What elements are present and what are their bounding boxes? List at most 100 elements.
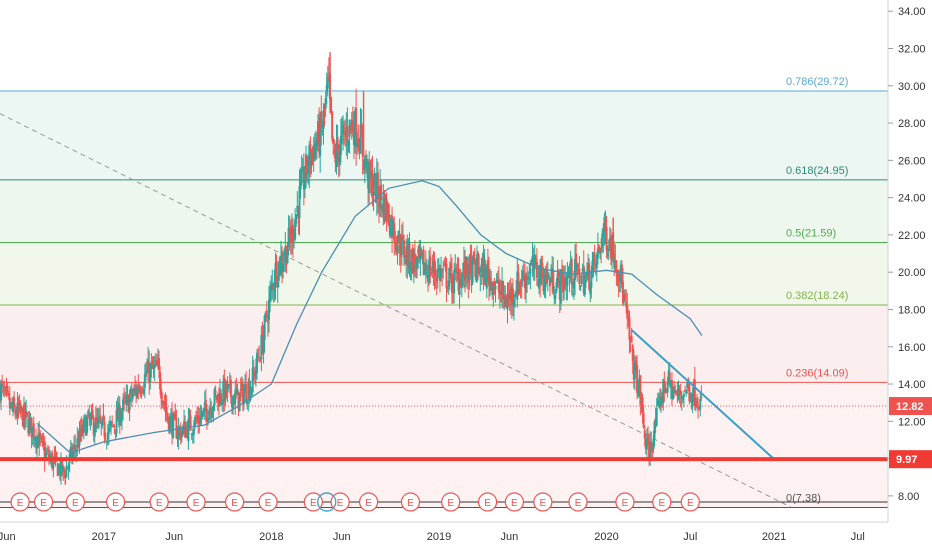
candle-body <box>675 390 678 395</box>
candle-body <box>366 160 369 171</box>
candle-body <box>171 413 174 436</box>
candle-body <box>193 417 196 427</box>
candle-body <box>503 296 506 298</box>
candle-body <box>118 405 121 425</box>
fib-level-label: 0.618(24.95) <box>786 165 848 177</box>
candle-body <box>625 302 628 307</box>
candle-body <box>433 263 436 275</box>
candle-body <box>253 371 256 378</box>
price-axis[interactable]: 8.0010.0012.0014.0016.0018.0020.0022.002… <box>888 6 926 503</box>
candle-body <box>467 275 470 283</box>
candle-body <box>630 336 633 342</box>
candle-body <box>483 262 486 284</box>
candle-body <box>587 265 590 275</box>
candle-body <box>698 408 701 410</box>
earnings-marker-label: E <box>540 498 547 509</box>
candle-body <box>337 145 340 163</box>
candle-body <box>695 400 698 406</box>
candle-body <box>192 428 195 435</box>
candle-body <box>156 361 159 365</box>
candle-body <box>42 441 45 446</box>
candle-body <box>368 162 371 193</box>
candle-body <box>340 130 343 133</box>
candle-body <box>124 400 127 402</box>
candle-body <box>284 246 287 261</box>
candle-body <box>461 273 464 277</box>
candle-body <box>449 263 452 270</box>
candle-body <box>349 124 352 126</box>
candle-body <box>95 417 98 421</box>
candle-body <box>168 416 171 433</box>
earnings-marker <box>680 492 700 512</box>
candle-body <box>132 388 135 393</box>
candle-body <box>594 262 597 267</box>
candle-body <box>688 385 691 402</box>
candle-body <box>457 272 460 291</box>
candle-body <box>649 441 652 458</box>
candle-body <box>464 262 467 281</box>
candle-body <box>291 224 294 242</box>
candle-body <box>327 75 330 77</box>
candle-body <box>306 156 309 174</box>
earnings-marker-label: E <box>72 498 79 509</box>
candle-body <box>539 268 542 285</box>
candle-body <box>160 389 163 399</box>
candle-body <box>116 407 119 420</box>
fib-zone <box>0 179 888 243</box>
candle-body <box>251 367 254 393</box>
earnings-marker <box>359 492 379 512</box>
candle-body <box>343 127 346 130</box>
candle-body <box>71 451 74 458</box>
candle-body <box>140 391 143 393</box>
candle-body <box>484 264 487 287</box>
candle-body <box>589 286 592 295</box>
candle-body <box>434 275 437 277</box>
candle-body <box>354 110 357 147</box>
candle-body <box>654 418 657 427</box>
candle-body <box>15 413 18 417</box>
candle-body <box>456 271 459 273</box>
candle-body <box>310 151 313 167</box>
fib-level-label: 0.5(21.59) <box>786 228 836 240</box>
candle-body <box>149 365 152 383</box>
price-tick-label: 28.00 <box>898 118 926 130</box>
candle-body <box>399 249 402 257</box>
candle-body <box>577 264 580 266</box>
candle-body <box>218 390 221 407</box>
candle-body <box>693 379 696 407</box>
candle-body <box>275 260 278 285</box>
price-tick-label: 32.00 <box>898 43 926 55</box>
candle-body <box>667 370 670 383</box>
support-badge-label: 9.97 <box>896 454 917 466</box>
candle-body <box>473 258 476 265</box>
candle-body <box>450 273 453 293</box>
candle-body <box>26 412 29 416</box>
candle-body <box>252 371 255 373</box>
candle-body <box>391 215 394 238</box>
earnings-marker-label: E <box>265 498 272 509</box>
candle-body <box>379 186 382 210</box>
candle-body <box>460 273 463 289</box>
fib-level-label: 0.786(29.72) <box>786 76 848 88</box>
candle-body <box>259 360 262 362</box>
candle-body <box>604 219 607 233</box>
candle-body <box>277 261 280 281</box>
candle-body <box>607 248 610 252</box>
time-tick-label: 2019 <box>427 531 451 543</box>
candle-body <box>526 276 529 281</box>
time-axis[interactable]: Jun 2017 Jun 2018 Jun 2019 Jun 2020 Jul 2021 Jul <box>0 531 865 543</box>
candle-body <box>358 142 361 155</box>
candle-body <box>25 410 28 417</box>
candle-body <box>629 338 632 341</box>
candle-body <box>262 336 265 355</box>
candle-body <box>478 266 481 274</box>
candle-body <box>519 281 522 285</box>
candle-body <box>3 389 6 392</box>
candle-body <box>632 361 635 381</box>
earnings-marker-label: E <box>156 498 163 509</box>
descending-trendline[interactable] <box>630 329 775 460</box>
candle-body <box>595 255 598 269</box>
candle-body <box>210 408 213 415</box>
